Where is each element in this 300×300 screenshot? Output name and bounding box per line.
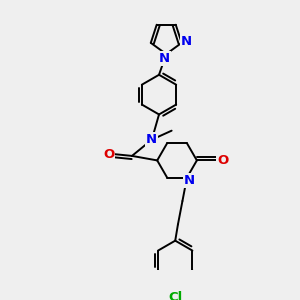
Text: O: O — [103, 148, 114, 160]
Text: O: O — [218, 154, 229, 167]
Text: N: N — [159, 52, 170, 65]
Text: Cl: Cl — [168, 291, 182, 300]
Text: N: N — [181, 34, 192, 48]
Text: N: N — [146, 133, 158, 146]
Text: N: N — [184, 174, 195, 187]
